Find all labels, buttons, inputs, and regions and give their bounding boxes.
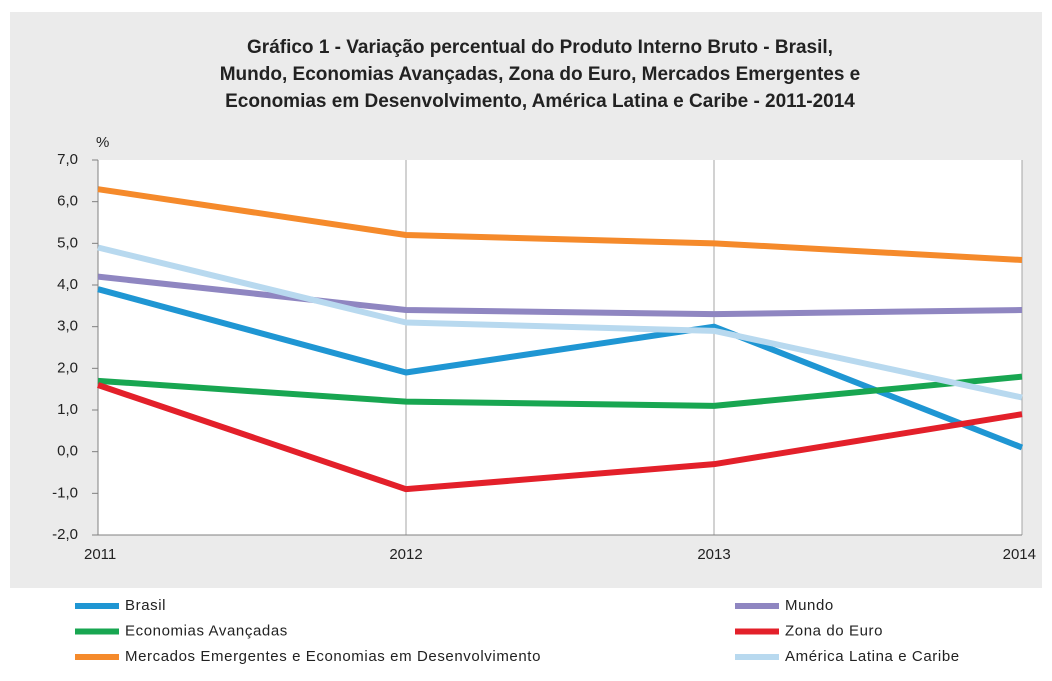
series-line [97,273,1023,318]
chart-title: Economias em Desenvolvimento, América La… [225,91,855,112]
series-line [97,382,1023,493]
legend-label: Brasil [125,597,166,614]
x-tick-label: 2011 [84,546,116,563]
chart-title: Mundo, Economias Avançadas, Zona do Euro… [220,64,861,85]
x-tick-label: 2014 [1003,546,1036,563]
y-tick-label: 3,0 [57,318,78,335]
y-tick-label: 5,0 [57,234,78,251]
y-tick-label: -2,0 [52,526,78,543]
series-line [97,286,1024,451]
y-tick-label: 2,0 [57,359,78,376]
chart-title: Gráfico 1 - Variação percentual do Produ… [247,37,833,58]
legend-label: Mercados Emergentes e Economias em Desen… [125,648,541,665]
y-tick-label: 6,0 [57,193,78,210]
y-tick-label: -1,0 [52,484,78,501]
y-tick-label: 1,0 [57,401,78,418]
legend-label: América Latina e Caribe [785,648,960,665]
y-axis-label: % [96,134,109,151]
legend-label: Mundo [785,597,834,614]
x-tick-label: 2012 [389,546,422,563]
legend-label: Zona do Euro [785,622,883,639]
x-tick-label: 2013 [697,546,730,563]
y-tick-label: 0,0 [57,443,78,460]
series-line [97,186,1023,263]
y-tick-label: 4,0 [57,276,78,293]
legend-label: Economias Avançadas [125,622,288,639]
series-line [97,244,1023,401]
series-line [97,373,1023,409]
y-tick-label: 7,0 [57,151,78,168]
